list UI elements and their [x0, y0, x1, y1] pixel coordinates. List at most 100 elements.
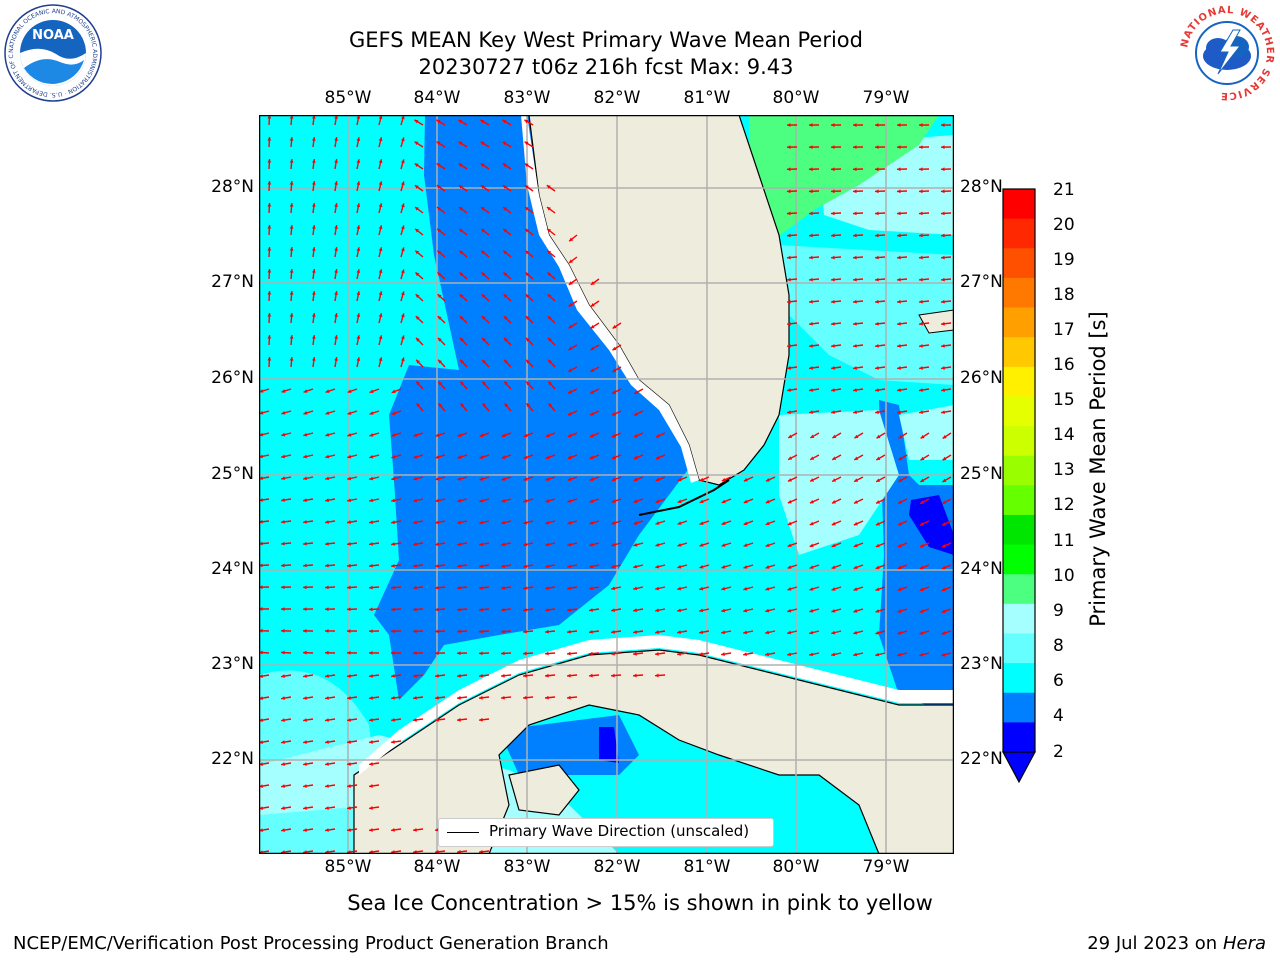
wave-arrow-head — [334, 269, 338, 273]
land-cuba — [353, 649, 954, 854]
wave-arrow-head — [655, 542, 660, 547]
wave-arrow-head — [809, 587, 814, 591]
wave-arrow-head — [459, 228, 464, 233]
wave-arrow-head — [853, 123, 857, 127]
wave-arrow-head — [721, 630, 726, 635]
wave-arrow-head — [457, 542, 461, 547]
wave-arrow-head — [523, 433, 528, 438]
wave-arrow-head — [416, 403, 421, 408]
wave-arrow-head — [303, 762, 307, 766]
colorbar-tick: 10 — [1053, 566, 1075, 586]
wave-arrow-head — [875, 630, 880, 635]
wave-arrow-head — [853, 299, 857, 304]
wave-arrow-head — [356, 225, 361, 230]
wave-arrow-head — [589, 586, 593, 591]
wave-arrow-head — [809, 189, 813, 194]
wave-arrow-head — [347, 740, 351, 744]
wave-arrow-head — [347, 718, 351, 722]
nws-logo: NATIONAL WEATHER SERVICE — [1178, 4, 1276, 102]
wave-arrow-head — [589, 629, 593, 634]
wave-arrow-head — [853, 587, 858, 591]
wave-arrow-head — [832, 478, 837, 482]
wave-arrow-head — [897, 211, 901, 216]
wave-arrow-head — [435, 476, 440, 481]
wave-arrow-head — [414, 163, 419, 168]
wave-arrow-head — [415, 337, 420, 342]
wave-arrow-head — [699, 564, 704, 569]
wave-arrow-head — [413, 629, 417, 634]
wave-arrow-head — [267, 247, 272, 251]
wave-arrow-head — [325, 454, 330, 459]
wave-arrow-head — [480, 185, 485, 189]
wave-arrow-head — [546, 185, 551, 189]
lat-label-left: 26°N — [211, 368, 254, 388]
wave-arrow-head — [267, 269, 272, 273]
wave-arrow-head — [853, 189, 857, 194]
wave-arrow-head — [281, 607, 285, 611]
wave-arrow-head — [369, 476, 374, 481]
wave-arrow-head — [897, 277, 901, 282]
wave-arrow-head — [809, 299, 813, 304]
wave-arrow-head — [281, 541, 285, 546]
wave-arrow-head — [743, 608, 748, 613]
wave-arrow-head — [677, 499, 682, 504]
wave-arrow-head — [589, 542, 594, 547]
wave-arrow-head — [589, 477, 594, 482]
wave-arrow-head — [809, 608, 814, 613]
wave-arrow-head — [787, 652, 792, 657]
colorbar-block — [1003, 574, 1035, 605]
run-date: 29 Jul 2023 on Hera — [1087, 933, 1266, 954]
wave-arrow-head — [259, 828, 263, 833]
wave-arrow-head — [435, 520, 440, 525]
colorbar-block — [1003, 485, 1035, 516]
wave-arrow-head — [479, 498, 484, 503]
wave-arrow-head — [787, 255, 791, 260]
wave-arrow-head — [589, 455, 594, 460]
wave-arrow-head — [523, 542, 528, 547]
wave-arrow-head — [325, 718, 329, 722]
wave-arrow-head — [809, 630, 814, 635]
wave-arrow-head — [787, 233, 791, 238]
lat-label-right: 28°N — [960, 177, 1003, 197]
wave-arrow-head — [743, 543, 748, 547]
wave-arrow-head — [391, 585, 395, 590]
wave-arrow-head — [611, 608, 615, 613]
coast-shelf-white — [359, 635, 954, 775]
wave-arrow-head — [897, 609, 902, 613]
wave-arrow-head — [400, 335, 405, 340]
wave-arrow-head — [259, 784, 263, 789]
wave-arrow-head — [853, 277, 857, 282]
wave-arrow-head — [941, 233, 945, 238]
wave-arrow-head — [831, 123, 835, 127]
wave-arrow-head — [259, 740, 263, 745]
wave-arrow-head — [699, 652, 703, 656]
wave-arrow-head — [875, 321, 879, 326]
wave-arrow-head — [378, 357, 383, 362]
lon-label-top: 83°W — [503, 88, 551, 108]
sea-ice-note-text: Sea Ice Concentration > 15% is shown in … — [347, 891, 933, 915]
wave-arrow-head — [589, 651, 593, 656]
wave-arrow-head — [941, 145, 945, 150]
wave-arrow-head — [267, 225, 272, 229]
wave-arrow-head — [545, 629, 549, 634]
wave-arrow-head — [502, 163, 507, 168]
wave-arrow-head — [311, 269, 316, 273]
wave-arrow-head — [787, 478, 792, 482]
wave-arrow-head — [765, 586, 770, 591]
wave-arrow-head — [655, 651, 659, 656]
wave-arrow-head — [589, 433, 594, 438]
wave-arrow-head — [356, 357, 361, 362]
wave-arrow-head — [435, 455, 440, 459]
wave-arrow-head — [479, 455, 484, 459]
wave-arrow-head — [853, 321, 857, 326]
wave-arrow-head — [436, 207, 441, 211]
wave-arrow-head — [919, 343, 923, 348]
wave-arrow-head — [435, 542, 439, 547]
wave-arrow-head — [504, 359, 508, 364]
wave-arrow-head — [941, 388, 945, 392]
wave-arrow-head — [347, 541, 351, 546]
wave-arrow-head — [831, 410, 835, 415]
wave-arrow-head — [612, 324, 617, 329]
wave-arrow-head — [303, 432, 308, 437]
lat-label-right: 26°N — [960, 368, 1003, 388]
